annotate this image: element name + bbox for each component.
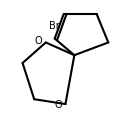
Text: O: O [54,100,62,110]
Text: Br: Br [49,21,60,31]
Text: O: O [34,36,42,46]
